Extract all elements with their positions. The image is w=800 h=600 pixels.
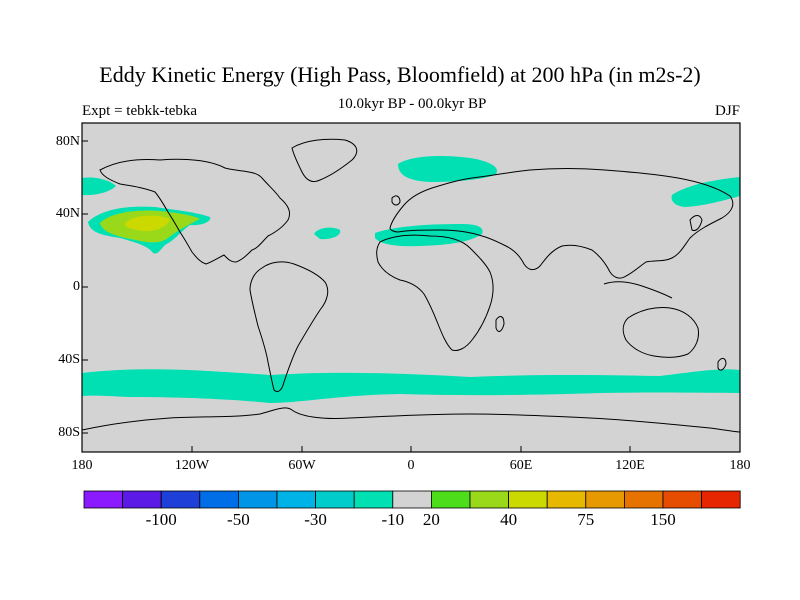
colorbar [83,490,741,509]
patch-scandinavia [398,156,498,182]
colorbar-box-5 [276,490,316,509]
lat-label-0: 0 [73,279,80,294]
lon-ticks [81,446,741,452]
coastline-new-zealand [717,357,727,371]
coastline-indonesia [603,281,673,299]
colorbar-label-0: -100 [145,510,177,529]
coastline-eurasia [389,168,734,279]
colorbar-label-2: -30 [304,510,327,529]
colorbar-label-1: -50 [227,510,250,529]
plot-title: Eddy Kinetic Energy (High Pass, Bloomfie… [99,62,701,87]
patch-north-pacific-west [82,177,116,196]
lat-label-40s: 40S [58,352,80,367]
anomaly-patches [82,156,740,403]
patch-southern-ocean-band [82,369,740,403]
time-range-subtitle: 10.0kyr BP - 00.0kyr BP [337,96,487,112]
patch-northwest-pacific [671,177,740,207]
coastline-north-america [99,158,291,265]
coastline-antarctica [81,407,741,433]
colorbar-label-6: 75 [577,510,595,529]
colorbar-box-12 [546,490,587,509]
colorbar-label-7: 150 [650,510,676,529]
colorbar-box-9 [430,490,471,509]
colorbar-label-5: 40 [500,510,518,529]
colorbar-box-10 [469,490,509,509]
lon-label-120e: 120E [615,458,645,473]
coastline-uk [391,195,401,206]
coastline-south-america [249,261,329,393]
colorbar-box-8 [392,490,432,509]
colorbar-box-11 [508,490,548,509]
patch-mid-atlantic [314,227,341,240]
colorbar-box-6 [315,490,355,509]
lat-label-40n: 40N [55,206,80,221]
colorbar-box-0 [83,490,123,509]
lat-ticks [82,140,88,434]
coastline-greenland [291,138,358,183]
coastline-madagascar [495,316,505,332]
colorbar-label-3: -10 [381,510,405,529]
patch-north-africa-mediterranean [375,224,483,247]
experiment-subtitle: Expt = tebkk-tebka [82,103,198,119]
lat-label-80n: 80N [55,134,80,149]
lon-label-120w: 120W [174,458,210,473]
coastline-australia [622,307,699,358]
colorbar-label-4: 20 [422,510,440,529]
lon-label-60e: 60E [509,458,533,473]
colorbar-box-2 [160,490,201,509]
coastlines [81,138,741,433]
lon-label-180w: 180 [71,458,93,473]
colorbar-box-4 [237,490,278,509]
colorbar-box-14 [624,490,664,509]
patch-northeast-pacific-core [124,215,170,232]
colorbar-box-16 [701,490,741,509]
lon-label-60w: 60W [288,458,316,473]
colorbar-box-3 [199,490,239,509]
lon-label-0: 0 [407,458,415,473]
colorbar-box-7 [353,490,394,509]
colorbar-box-15 [662,490,702,509]
lat-label-80s: 80S [58,425,80,440]
lon-label-180e: 180 [729,458,751,473]
season-subtitle: DJF [714,103,740,119]
coastline-africa [376,234,494,351]
coastline-japan [689,215,703,231]
colorbar-box-13 [585,490,625,509]
colorbar-box-1 [122,490,162,509]
